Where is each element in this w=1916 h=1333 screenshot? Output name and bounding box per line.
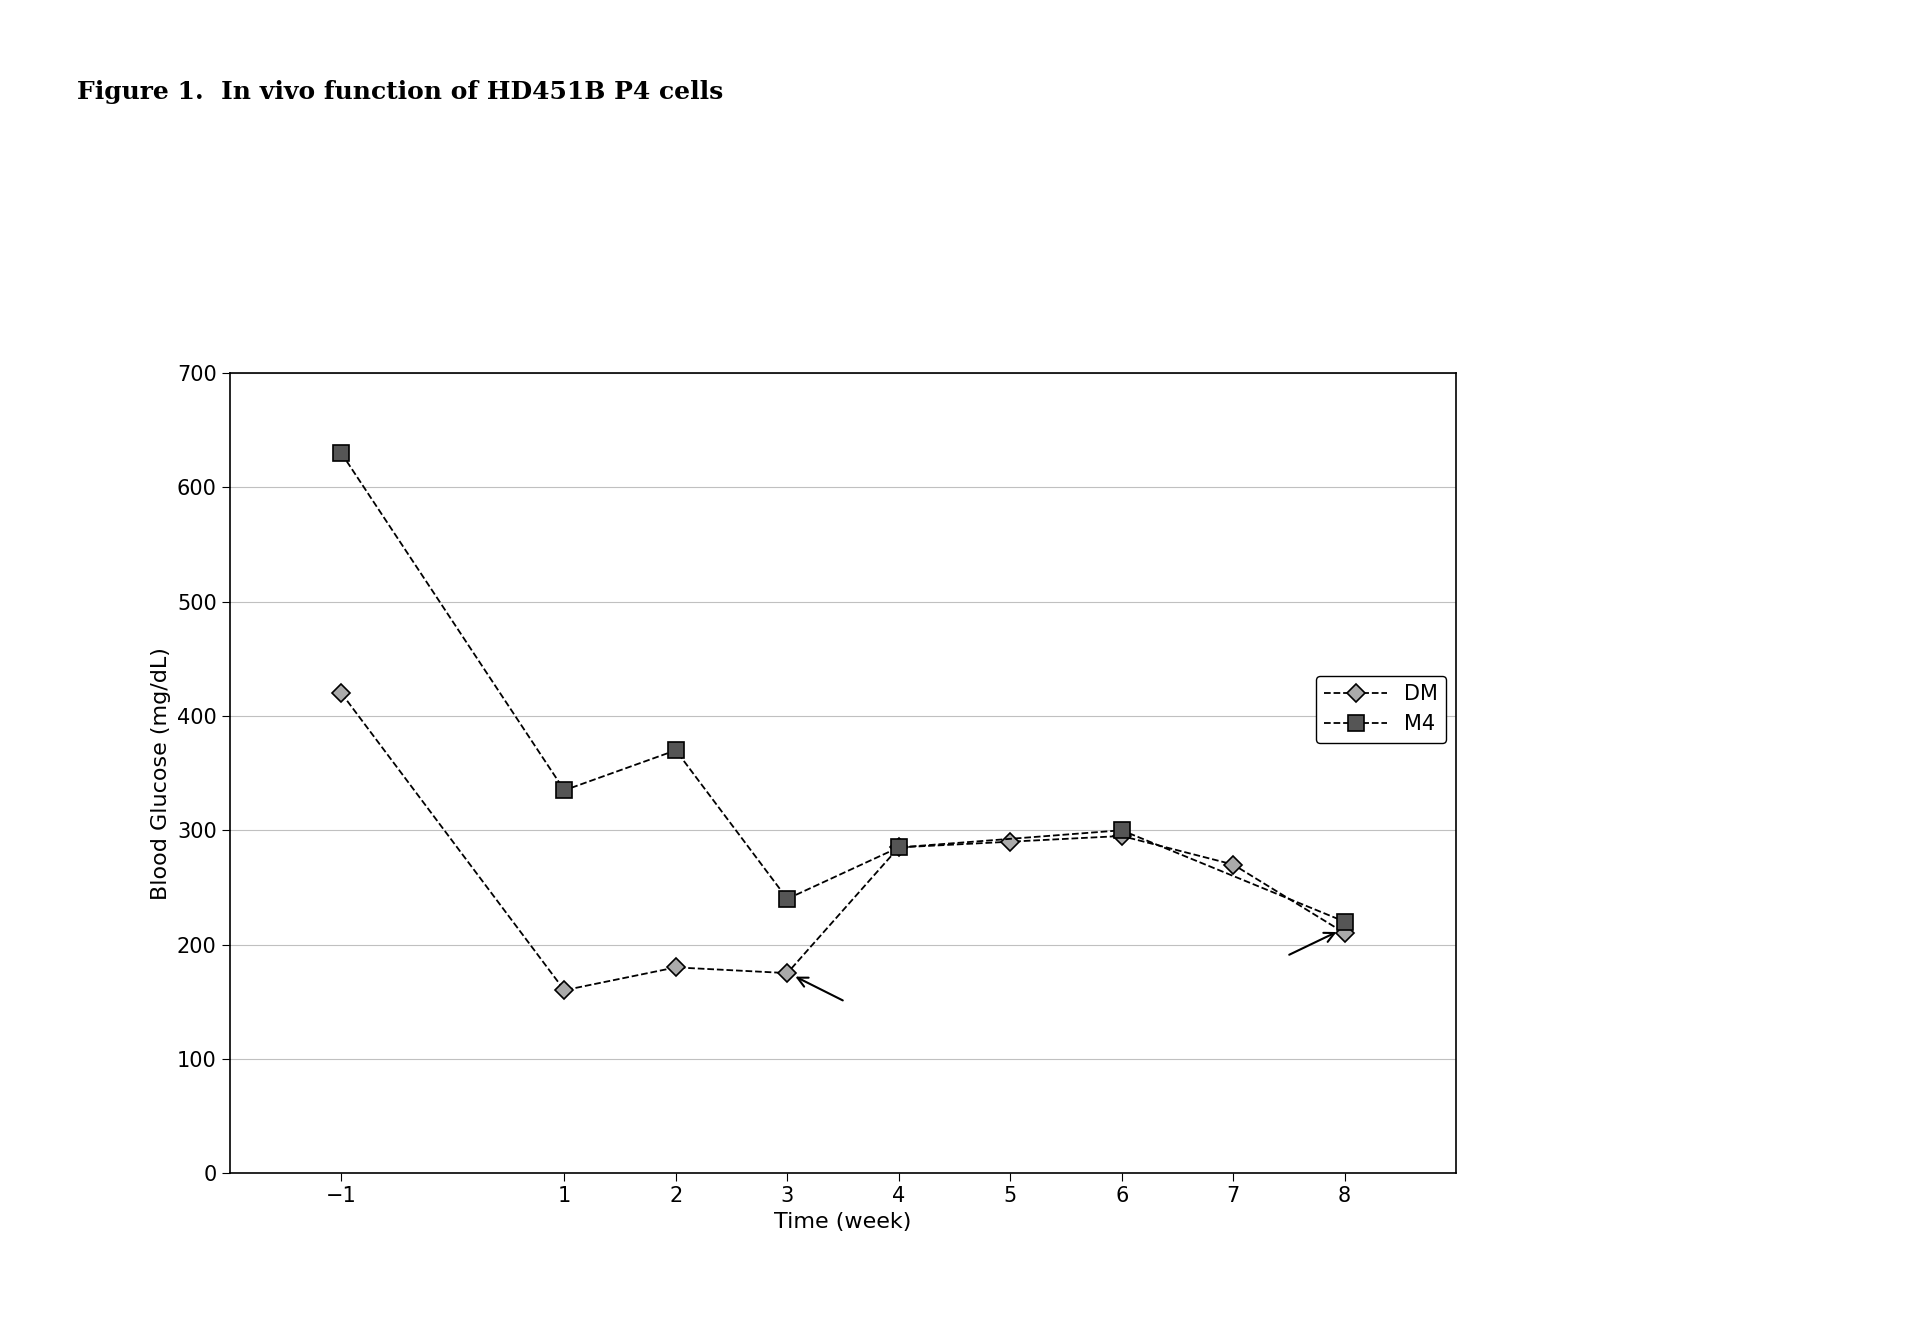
M4 <box>1334 913 1357 929</box>
Line: DM: DM <box>335 686 1351 997</box>
M4 <box>665 742 688 758</box>
Line: M4: M4 <box>333 445 1353 929</box>
M4 <box>330 445 353 461</box>
DM <box>887 840 910 856</box>
Legend: DM, M4: DM, M4 <box>1316 676 1447 742</box>
X-axis label: Time (week): Time (week) <box>774 1212 912 1232</box>
DM <box>776 965 799 981</box>
M4 <box>776 890 799 906</box>
DM <box>1334 925 1357 941</box>
DM <box>554 982 577 998</box>
Text: Figure 1.  In vivo function of HD451B P4 cells: Figure 1. In vivo function of HD451B P4 … <box>77 80 722 104</box>
DM <box>1222 857 1245 873</box>
DM <box>665 960 688 976</box>
DM <box>330 685 353 701</box>
M4 <box>554 782 577 798</box>
DM <box>998 833 1021 849</box>
M4 <box>1109 822 1132 838</box>
M4 <box>887 840 910 856</box>
Y-axis label: Blood Glucose (mg/dL): Blood Glucose (mg/dL) <box>151 647 171 900</box>
DM <box>1109 828 1132 844</box>
